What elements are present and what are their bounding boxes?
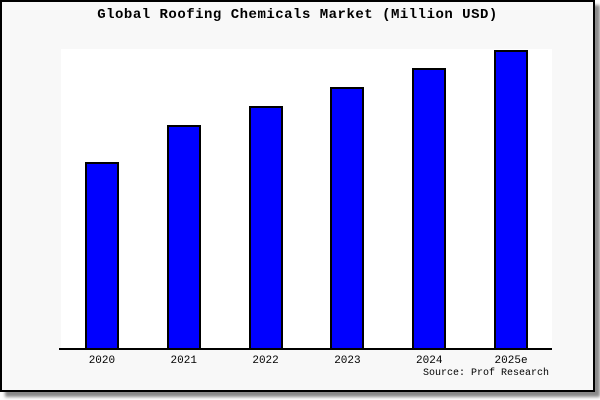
x-tick-label-2025e: 2025e: [494, 355, 528, 367]
source-attribution: Source: Prof Research: [422, 368, 549, 379]
x-axis-line: [59, 348, 552, 350]
bar-2023: [330, 87, 365, 350]
x-tick-label-2023: 2023: [334, 355, 361, 367]
bar-2022: [248, 106, 283, 350]
chart-figure: Global Roofing Chemicals Market (Million…: [0, 0, 595, 392]
bar-2024: [412, 68, 447, 350]
bar-2025e: [494, 50, 529, 350]
x-axis-tick-labels: 2020 2021 2022 2023 2024 2025e: [61, 355, 552, 367]
x-tick-label-2020: 2020: [88, 355, 116, 367]
bar-2021: [166, 125, 201, 350]
x-tick-label-2022: 2022: [252, 355, 279, 367]
plot-area: [61, 49, 552, 350]
chart-title: Global Roofing Chemicals Market (Million…: [97, 7, 498, 23]
x-tick-label-2024: 2024: [416, 355, 443, 367]
bar-2020: [84, 162, 119, 350]
x-tick-label-2021: 2021: [170, 355, 197, 367]
